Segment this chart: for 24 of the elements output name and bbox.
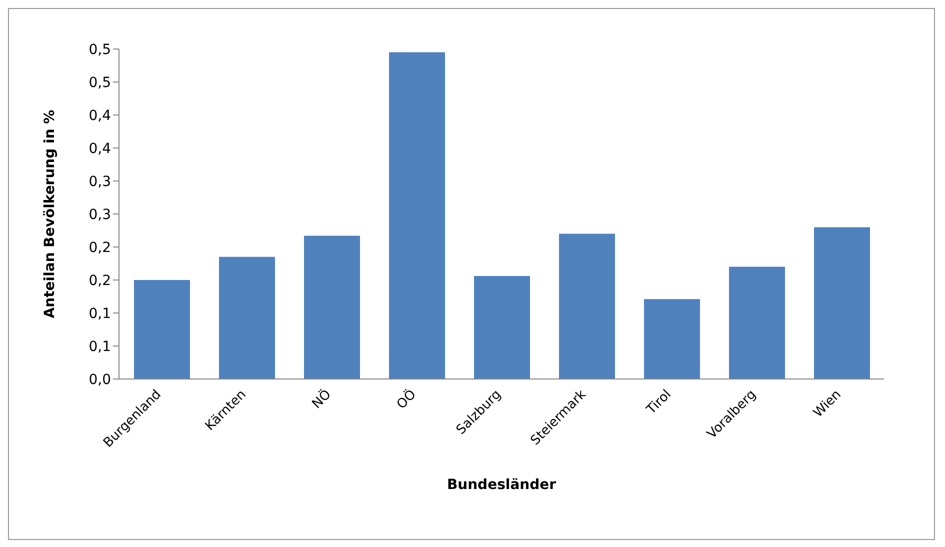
y-tick-label: 0,3 [88, 206, 111, 223]
bar [559, 234, 615, 379]
bar [729, 266, 785, 379]
y-tick-label: 0,4 [88, 140, 112, 157]
y-axis-title: Anteilan Bevölkerung in % [42, 110, 58, 318]
bar [219, 256, 275, 379]
x-tick-label: OÖ [394, 386, 420, 412]
y-tick-label: 0,4 [88, 108, 112, 124]
bar [814, 227, 870, 379]
y-tick-label: 0,3 [88, 174, 111, 190]
y-tick-label: 0,1 [88, 306, 111, 322]
y-tick-label: 0,5 [88, 42, 111, 58]
bar [644, 299, 700, 379]
y-tick-label: 0,5 [88, 74, 111, 91]
y-tick-label: 0,2 [88, 240, 111, 256]
bar [474, 276, 530, 379]
y-tick-label: 0,0 [88, 372, 111, 388]
bar [304, 236, 360, 379]
y-tick-label: 0,1 [88, 338, 111, 355]
y-tick-label: 0,2 [88, 272, 111, 289]
bar [134, 280, 190, 379]
x-tick-label: NÖ [308, 386, 334, 412]
x-axis-title: Bundesländer [446, 477, 556, 493]
bar [389, 52, 445, 379]
